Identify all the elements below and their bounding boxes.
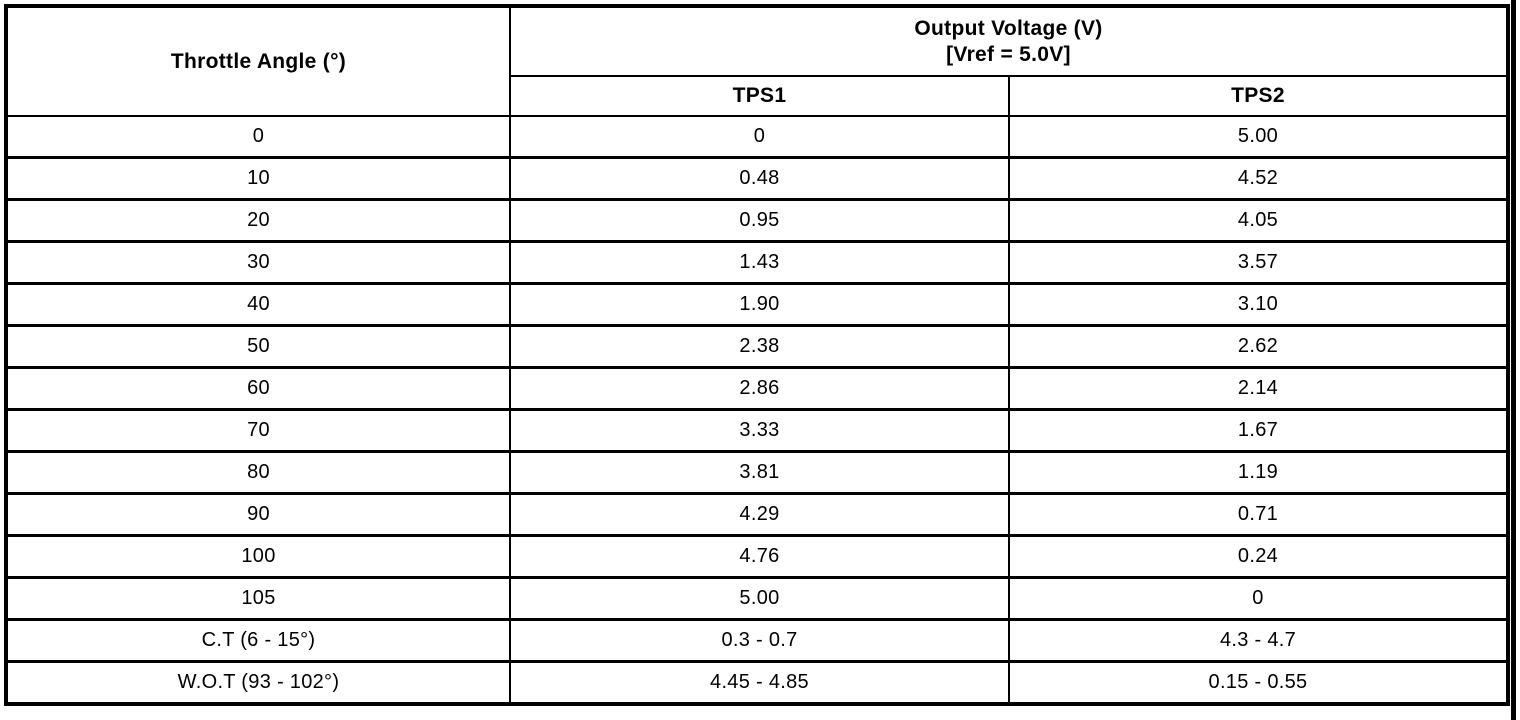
tps2-cell: 1.19 [1008, 451, 1509, 495]
tps1-cell: 0.3 - 0.7 [509, 619, 1010, 663]
table-row: 30 1.43 3.57 [5, 241, 1509, 285]
output-voltage-header: Output Voltage (V) [Vref = 5.0V] [509, 6, 1509, 77]
throttle-angle-cell: 40 [5, 283, 511, 327]
vref-note: [Vref = 5.0V] [946, 42, 1071, 66]
tps1-cell: 4.76 [509, 535, 1010, 579]
tps2-cell: 2.14 [1008, 367, 1509, 411]
tps2-cell: 4.3 - 4.7 [1008, 619, 1509, 663]
tps-output-voltage-table: Throttle Angle (°) Output Voltage (V) [V… [4, 4, 1510, 706]
tps2-cell: 0.24 [1008, 535, 1509, 579]
tps1-column-header: TPS1 [509, 76, 1010, 117]
tps2-cell: 1.67 [1008, 409, 1509, 453]
tps2-cell: 4.05 [1008, 199, 1509, 243]
tps2-column-header: TPS2 [1008, 76, 1509, 117]
tps2-cell: 0.15 - 0.55 [1008, 661, 1509, 706]
tps1-cell: 0 [509, 116, 1010, 159]
table-row: 10 0.48 4.52 [5, 157, 1509, 201]
throttle-angle-cell: 50 [5, 325, 511, 369]
tps1-cell: 4.45 - 4.85 [509, 661, 1010, 706]
tps2-cell: 2.62 [1008, 325, 1509, 369]
header-row-sub: TPS1 TPS2 [6, 76, 1509, 117]
throttle-angle-header: Throttle Angle (°) [5, 6, 511, 117]
table-row: 80 3.81 1.19 [5, 451, 1509, 495]
header-row-main: Throttle Angle (°) Output Voltage (V) [V… [5, 6, 1509, 117]
tps1-cell: 1.90 [509, 283, 1010, 327]
tps1-cell: 5.00 [509, 577, 1010, 621]
table-row: C.T (6 - 15°) 0.3 - 0.7 4.3 - 4.7 [5, 619, 1509, 663]
throttle-angle-cell: 60 [5, 367, 511, 411]
tps2-cell: 3.57 [1008, 241, 1509, 285]
table-row: 90 4.29 0.71 [5, 493, 1509, 537]
tps1-cell: 3.33 [509, 409, 1010, 453]
tps1-cell: 0.95 [509, 199, 1010, 243]
throttle-angle-cell: 105 [5, 577, 511, 621]
table-row: 0 0 5.00 [5, 116, 1509, 159]
output-voltage-title: Output Voltage (V) [914, 16, 1103, 40]
table-row: 20 0.95 4.05 [5, 199, 1509, 243]
tps2-cell: 0 [1008, 577, 1509, 621]
throttle-angle-cell: 70 [5, 409, 511, 453]
tps1-cell: 2.38 [509, 325, 1010, 369]
tps2-cell: 3.10 [1008, 283, 1509, 327]
tps1-cell: 2.86 [509, 367, 1010, 411]
throttle-angle-cell: W.O.T (93 - 102°) [5, 661, 511, 706]
throttle-angle-cell: 80 [5, 451, 511, 495]
throttle-angle-cell: 10 [5, 157, 511, 201]
tps1-cell: 4.29 [509, 493, 1010, 537]
page-edge-line [1511, 0, 1516, 720]
throttle-angle-cell: 90 [5, 493, 511, 537]
tps1-cell: 3.81 [509, 451, 1010, 495]
throttle-angle-cell: 100 [5, 535, 511, 579]
table-row: 70 3.33 1.67 [5, 409, 1509, 453]
throttle-angle-cell: 30 [5, 241, 511, 285]
table-row: 100 4.76 0.24 [5, 535, 1509, 579]
throttle-angle-cell: C.T (6 - 15°) [5, 619, 511, 663]
table-row: 50 2.38 2.62 [5, 325, 1509, 369]
table-row: W.O.T (93 - 102°) 4.45 - 4.85 0.15 - 0.5… [5, 661, 1509, 706]
tps2-cell: 0.71 [1008, 493, 1509, 537]
tps2-cell: 5.00 [1008, 116, 1509, 159]
throttle-angle-cell: 0 [5, 116, 511, 159]
tps2-cell: 4.52 [1008, 157, 1509, 201]
throttle-angle-cell: 20 [5, 199, 511, 243]
table-row: 105 5.00 0 [5, 577, 1509, 621]
table-row: 40 1.90 3.10 [5, 283, 1509, 327]
tps1-cell: 0.48 [509, 157, 1010, 201]
tps1-cell: 1.43 [509, 241, 1010, 285]
table-row: 60 2.86 2.14 [5, 367, 1509, 411]
